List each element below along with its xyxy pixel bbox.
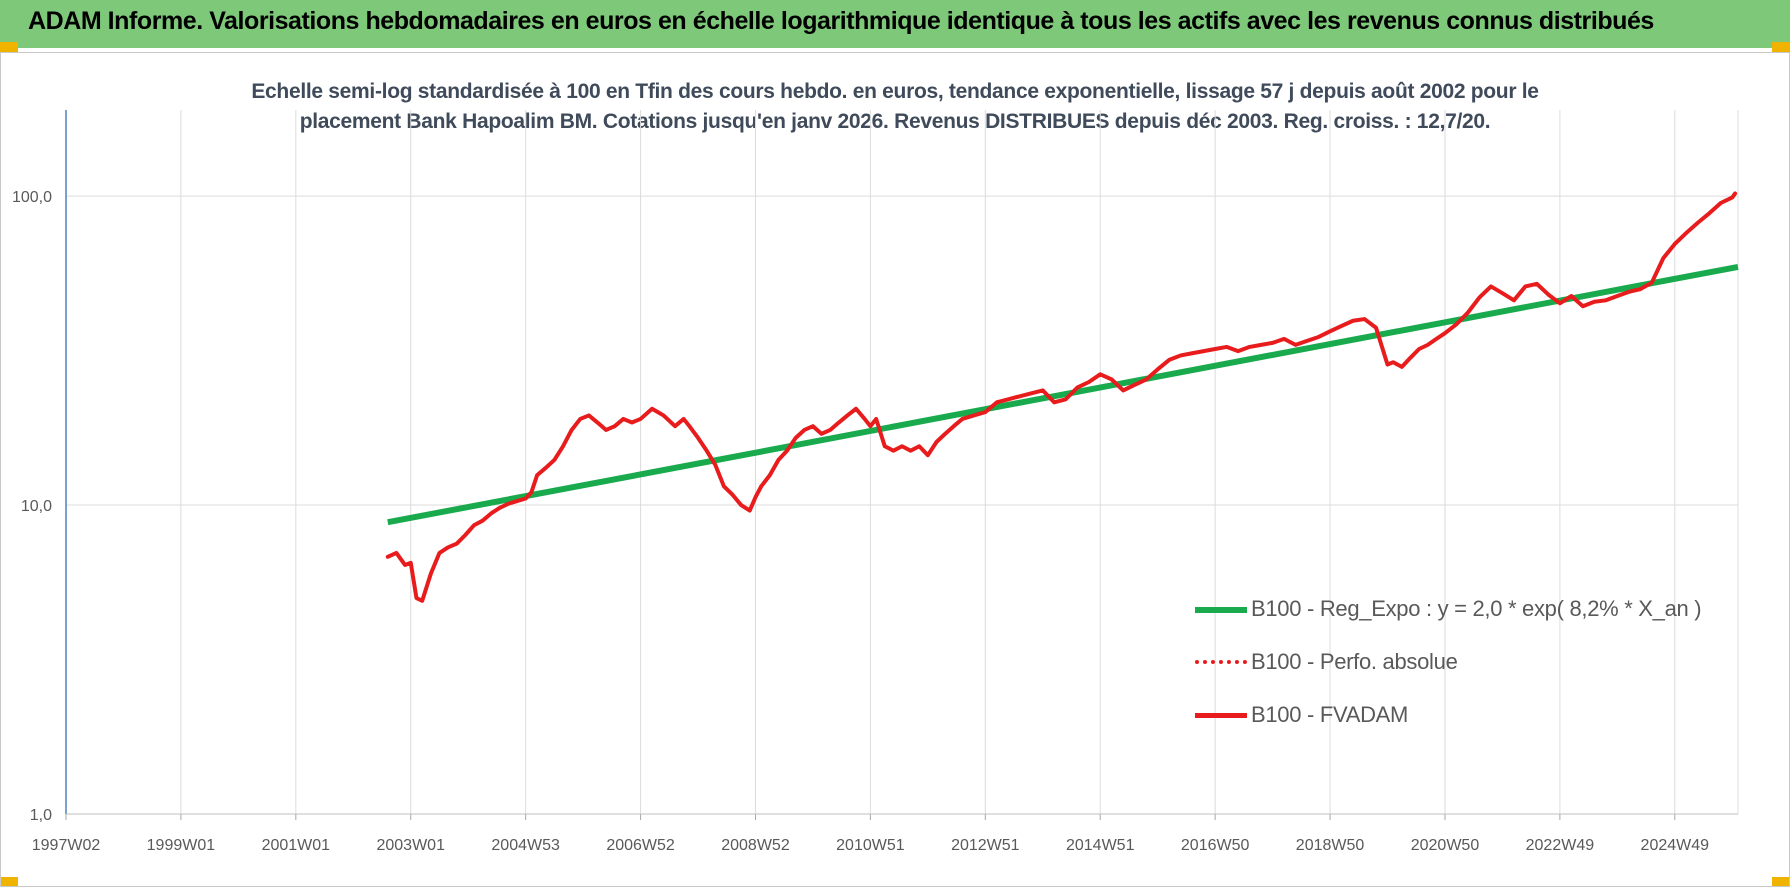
x-tick-label: 2022W49 bbox=[1526, 837, 1595, 854]
x-tick-label: 2010W51 bbox=[836, 837, 905, 854]
x-tick-label: 2008W52 bbox=[721, 837, 790, 854]
x-tick-label: 1997W02 bbox=[32, 837, 101, 854]
legend-swatch-fvadam bbox=[1195, 713, 1247, 718]
series-line-trend bbox=[387, 263, 1739, 526]
x-tick-label: 2020W50 bbox=[1411, 837, 1480, 854]
legend-label-fvadam: B100 - FVADAM bbox=[1251, 702, 1409, 727]
corner-marker-top-right bbox=[1772, 42, 1790, 52]
series-line-fvadam bbox=[385, 191, 1738, 603]
chart-title-line-1: Echelle semi-log standardisée à 100 en T… bbox=[251, 80, 1539, 103]
x-tick-label: 2016W50 bbox=[1181, 837, 1250, 854]
x-tick-label: 2004W53 bbox=[491, 837, 560, 854]
legend-label-perfo: B100 - Perfo. absolue bbox=[1251, 649, 1458, 674]
x-tick-label: 2003W01 bbox=[376, 837, 445, 854]
x-tick-label: 1999W01 bbox=[147, 837, 216, 854]
y-tick-label: 10,0 bbox=[21, 498, 52, 515]
chart-title-line-2: placement Bank Hapoalim BM. Cotations ju… bbox=[299, 110, 1491, 133]
chart-title: Echelle semi-log standardisée à 100 en T… bbox=[130, 77, 1660, 137]
corner-marker-top-left bbox=[0, 42, 18, 52]
y-tick-label: 100,0 bbox=[12, 189, 52, 206]
corner-marker-bottom-right bbox=[1772, 877, 1790, 887]
legend-swatch-trend bbox=[1195, 607, 1247, 613]
x-tick-label: 2006W52 bbox=[606, 837, 675, 854]
x-tick-label: 2012W51 bbox=[951, 837, 1020, 854]
title-banner: ADAM Informe. Valorisations hebdomadaire… bbox=[0, 0, 1790, 48]
legend-label-trend: B100 - Reg_Expo : y = 2,0 * exp( 8,2% * … bbox=[1251, 596, 1702, 621]
x-tick-label: 2001W01 bbox=[262, 837, 331, 854]
x-tick-label: 2014W51 bbox=[1066, 837, 1135, 854]
legend-swatch-perfo bbox=[1195, 660, 1247, 664]
corner-marker-bottom-left bbox=[0, 877, 18, 887]
x-tick-label: 2024W49 bbox=[1641, 837, 1710, 854]
page-title: ADAM Informe. Valorisations hebdomadaire… bbox=[28, 7, 1654, 35]
x-tick-label: 2018W50 bbox=[1296, 837, 1365, 854]
y-tick-label: 1,0 bbox=[30, 807, 52, 824]
